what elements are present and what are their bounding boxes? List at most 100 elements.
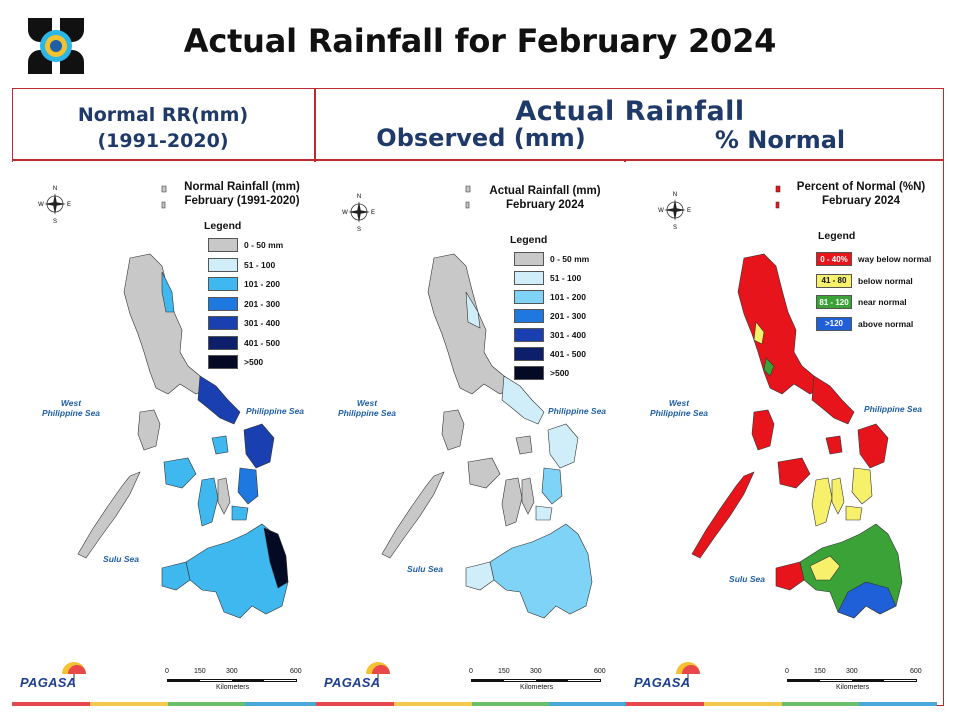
sea-label-west: West Philippine Sea: [36, 398, 106, 418]
scale-unit: Kilometers: [520, 684, 554, 691]
color-strip: [316, 702, 627, 706]
scale-tick: 0: [785, 668, 789, 675]
legend-swatch: [208, 277, 238, 291]
scale-tick: 150: [498, 668, 510, 675]
legend-title: Legend: [510, 234, 548, 246]
svg-text:S: S: [673, 225, 677, 230]
province-region: [825, 435, 843, 455]
province-region: [465, 561, 495, 591]
svg-text:E: E: [687, 208, 691, 214]
province-region: [753, 321, 765, 345]
province-region: [231, 505, 249, 521]
legend-swatch: 0 - 40%: [816, 252, 852, 266]
province-region: [263, 527, 289, 589]
province-region: [211, 435, 229, 455]
legend-item: 301 - 400: [208, 316, 280, 330]
legend-swatch: [208, 335, 238, 350]
legend-swatch: 81 - 120: [816, 295, 852, 309]
legend-item: 201 - 300: [514, 309, 586, 323]
province-region: [775, 201, 780, 209]
pagasa-brand-icon: [366, 662, 390, 682]
legend-item: 0 - 50 mm: [514, 252, 589, 266]
legend-swatch: [208, 257, 238, 272]
province-region: [763, 357, 775, 377]
legend-item: 401 - 500: [208, 335, 280, 350]
philippines-map-percent: [691, 185, 903, 619]
sea-west: West Philippine Sea: [41, 398, 101, 418]
province-region: [775, 185, 781, 193]
legend-swatch: [208, 238, 238, 252]
svg-text:N: N: [53, 186, 57, 192]
province-region: [123, 253, 209, 395]
province-region: [501, 375, 545, 425]
province-region: [811, 375, 855, 425]
compass-rose-icon: N W E S: [658, 192, 691, 230]
province-region: [857, 423, 889, 469]
province-region: [845, 505, 863, 521]
pagasa-brand-text: PAGASA: [20, 675, 77, 690]
legend-label: above normal: [858, 318, 914, 329]
svg-text:S: S: [53, 219, 57, 224]
pagasa-logo-icon: [22, 14, 90, 78]
legend-swatch: >120: [816, 316, 852, 331]
legend-swatch: [514, 271, 544, 285]
scale-tick: 150: [814, 668, 826, 675]
province-region: [137, 409, 161, 451]
philippines-map-normal: [77, 185, 289, 619]
legend-item: 0 - 50 mm: [208, 238, 283, 252]
legend-label: 101 - 200: [550, 292, 586, 302]
header-observed: Observed (mm): [376, 124, 586, 152]
svg-text:W: W: [38, 202, 44, 208]
scale-tick: 600: [290, 668, 302, 675]
svg-text:N: N: [357, 194, 361, 200]
scale-tick: 300: [530, 668, 542, 675]
province-region: [381, 471, 445, 559]
province-region: [185, 523, 289, 619]
legend-item: 51 - 100: [208, 257, 275, 272]
province-region: [547, 423, 579, 469]
scale-tick: 0: [165, 668, 169, 675]
legend-swatch: [514, 290, 544, 304]
pagasa-brand-icon: [676, 662, 700, 682]
province-region: [465, 201, 470, 209]
legend-label: >500: [550, 368, 570, 378]
map-panel-normal: N W E S Normal Rainfall (mm) February (1…: [12, 162, 323, 706]
province-region: [465, 185, 471, 193]
legend-item: 51 - 100: [514, 271, 581, 285]
province-region: [521, 477, 535, 515]
map-title-line1: Normal Rainfall (mm): [184, 181, 300, 193]
legend-label: 401 - 500: [550, 349, 586, 359]
legend-label: near normal: [858, 297, 907, 307]
legend-swatch: [514, 366, 544, 380]
legend-item: >120 above normal: [816, 316, 914, 331]
page-title: Actual Rainfall for February 2024: [183, 22, 777, 60]
province-region: [777, 457, 811, 489]
legend-swatch: [514, 328, 544, 342]
map-title-line2: February 2024: [506, 199, 584, 211]
header-actual-rainfall: Actual Rainfall: [515, 96, 745, 127]
legend-label: 101 - 200: [244, 279, 280, 289]
sea-label-west: West Philippine Sea: [649, 398, 709, 418]
sea-label-east: Philippine Sea: [863, 404, 923, 414]
scale-tick: 0: [469, 668, 473, 675]
scale-tick: 150: [194, 668, 206, 675]
province-region: [541, 467, 563, 505]
scale-unit: Kilometers: [836, 684, 870, 691]
legend-label: 301 - 400: [244, 318, 280, 328]
scale-unit: Kilometers: [216, 684, 250, 691]
map-title-line1: Percent of Normal (%N): [796, 181, 926, 193]
legend-item: >500: [208, 355, 263, 369]
legend-item: 0 - 40% way below normal: [816, 252, 931, 266]
province-region: [161, 185, 167, 193]
svg-text:W: W: [658, 208, 664, 214]
svg-text:W: W: [342, 210, 348, 216]
legend-label: 0 - 50 mm: [244, 240, 284, 250]
sea-label-sulu: Sulu Sea: [103, 554, 139, 564]
philippines-map-actual: [381, 185, 593, 619]
legend-label: 201 - 300: [550, 311, 586, 321]
compass-rose-icon: N W E S: [38, 186, 71, 224]
pagasa-brand-text: PAGASA: [634, 675, 691, 690]
province-region: [691, 471, 755, 559]
map-title-line2: February (1991-2020): [184, 195, 300, 207]
legend-item: >500: [514, 366, 569, 380]
